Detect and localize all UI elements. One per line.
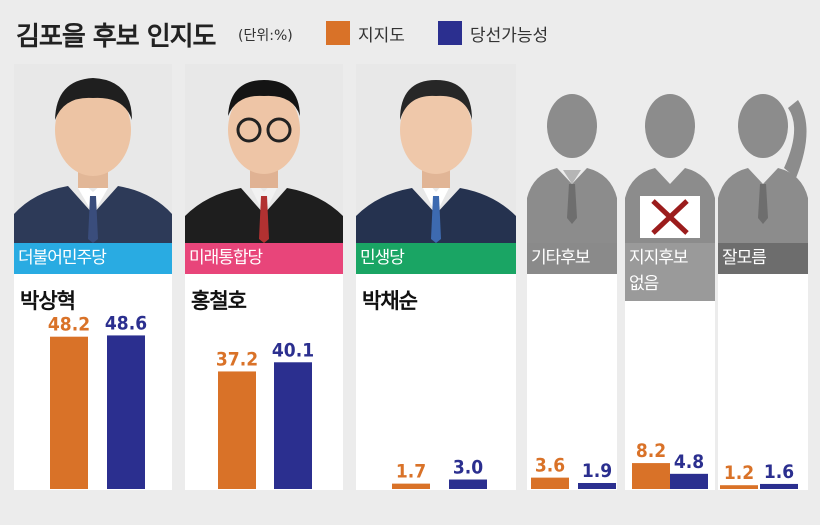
party-label-2: 미래통합당 [185, 243, 343, 274]
bar-support-2 [392, 483, 430, 489]
legend-swatch-win [438, 21, 462, 45]
legend-label-win: 당선가능성 [470, 25, 549, 46]
value-label-support-4: 8.2 [636, 440, 666, 462]
candidate-photo-1 [14, 64, 172, 243]
bar-support-0 [50, 336, 88, 489]
category-card-none: 지지후보 없음 [625, 243, 715, 490]
category-label-unknown: 잘모름 [718, 243, 808, 274]
candidate-photo-3 [356, 64, 516, 243]
bar-win-1 [274, 362, 312, 489]
category-card-unknown: 잘모름 [718, 243, 808, 490]
value-label-support-3: 3.6 [535, 455, 565, 477]
bar-support-4 [632, 463, 670, 489]
legend-label-support: 지지도 [358, 25, 405, 46]
bar-support-3 [531, 477, 569, 489]
bar-win-2 [449, 479, 487, 489]
silhouette-icon-unknown [718, 94, 808, 243]
bar-win-3 [578, 482, 616, 489]
value-label-win-0: 48.6 [105, 312, 147, 334]
candidate-card-1: 더불어민주당 박상혁 [14, 243, 172, 490]
value-label-support-1: 37.2 [216, 348, 258, 370]
category-card-other: 기타후보 [527, 243, 617, 490]
silhouette-icon-none [625, 94, 715, 243]
category-label-none: 지지후보 없음 [625, 243, 715, 301]
x-mark-icon [651, 199, 689, 235]
value-label-win-3: 1.9 [582, 460, 612, 482]
candidate-name-2: 홍철호 [191, 289, 247, 313]
bar-win-0 [107, 335, 145, 489]
unit-label: (단위:%) [238, 28, 293, 44]
candidate-name-1: 박상혁 [20, 289, 76, 313]
value-label-win-1: 40.1 [272, 339, 314, 361]
party-label-1: 더불어민주당 [14, 243, 172, 274]
value-label-win-4: 4.8 [674, 451, 704, 473]
candidate-card-3: 민생당 박채순 [356, 243, 516, 490]
bar-support-1 [218, 371, 256, 489]
bar-win-4 [670, 473, 708, 489]
value-label-support-5: 1.2 [724, 462, 754, 484]
bar-support-5 [720, 485, 758, 489]
candidate-photo-2 [185, 64, 343, 243]
party-label-3: 민생당 [356, 243, 516, 274]
legend-item-support: 지지도 [326, 20, 405, 46]
value-label-support-2: 1.7 [396, 461, 426, 483]
value-label-win-5: 1.6 [764, 461, 794, 483]
candidate-name-3: 박채순 [362, 289, 418, 313]
category-label-other: 기타후보 [527, 243, 617, 274]
chart-header: 김포을 후보 인지도 (단위:%) 지지도 당선가능성 [0, 0, 820, 64]
candidate-card-2: 미래통합당 홍철호 [185, 243, 343, 490]
silhouette-icon-other [527, 94, 617, 243]
chart-title: 김포을 후보 인지도 [16, 22, 216, 52]
value-label-support-0: 48.2 [48, 314, 90, 336]
legend-item-win: 당선가능성 [438, 20, 548, 46]
legend-swatch-support [326, 21, 350, 45]
value-label-win-2: 3.0 [453, 457, 483, 479]
bar-win-5 [760, 483, 798, 489]
